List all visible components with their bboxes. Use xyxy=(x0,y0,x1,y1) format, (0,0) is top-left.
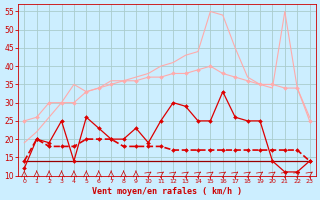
X-axis label: Vent moyen/en rafales ( km/h ): Vent moyen/en rafales ( km/h ) xyxy=(92,187,242,196)
